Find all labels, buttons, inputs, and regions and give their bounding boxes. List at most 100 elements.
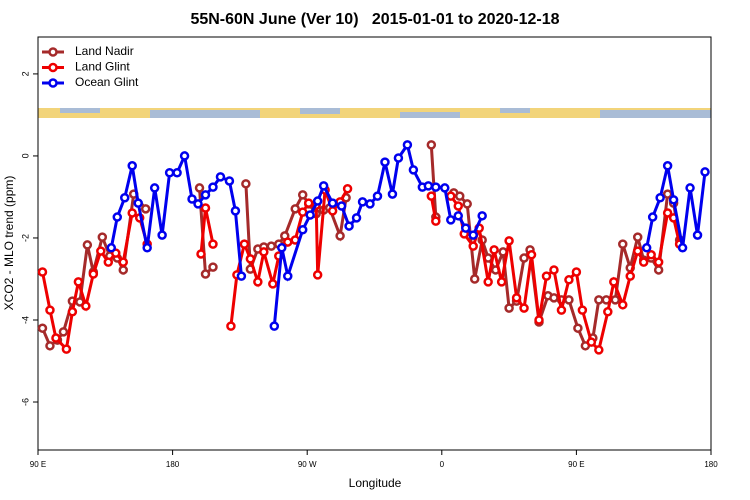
series [106,140,710,331]
data-point [277,243,287,253]
data-point [297,190,308,200]
map-water [60,108,100,113]
data-point [290,204,300,214]
data-point [157,230,167,240]
data-point [119,193,130,203]
y-axis-label: XCO2 - MLO trend (ppm) [2,176,16,311]
data-point [127,208,137,218]
map-strip [38,108,711,118]
chart-title: 55N-60N June (Ver 10) 2015-01-01 to 2020… [190,11,559,28]
data-point [641,243,652,253]
data-point [236,271,247,281]
data-point [253,277,263,287]
data-point [297,207,308,217]
data-point [224,176,235,186]
data-point [208,239,218,249]
x-axis-label: Longitude [349,476,402,490]
data-point [200,269,211,279]
data-point [226,321,236,331]
data-point [97,232,108,242]
data-point [193,199,203,209]
x-tick-label: 0 [440,460,445,469]
data-point [541,271,552,281]
data-point [303,198,314,208]
data-point [149,183,160,193]
data-point [453,201,464,211]
data-point [106,243,117,253]
data-point [468,241,478,251]
data-point [632,232,643,242]
data-point [647,212,658,222]
data-point [586,337,597,347]
legend-marker [48,62,58,73]
data-point [312,196,323,206]
data-point [342,183,353,194]
data-point [200,203,211,213]
data-point [164,168,175,178]
data-point [519,303,529,313]
data-point [215,172,226,182]
data-point [653,257,664,267]
series [37,183,685,355]
y-tick-label: 0 [20,153,30,158]
map-land [38,108,711,118]
data-point [305,210,315,220]
data-point [208,182,218,192]
data-point [335,231,345,241]
data-point [440,183,450,193]
data-point [700,167,710,177]
legend-marker [48,47,58,57]
data-point [662,208,673,218]
data-point [564,295,574,305]
data-point [187,194,197,204]
data-point [351,213,362,223]
data-point [96,246,106,256]
data-point [564,275,574,285]
data-point [365,199,375,209]
data-point [239,239,250,249]
data-point [112,212,123,222]
data-point [82,240,93,250]
data-point [496,277,507,287]
data-point [357,197,368,207]
data-point [632,246,643,256]
data-point [610,295,621,305]
data-point [269,321,280,331]
data-point [577,305,588,315]
data-point [241,179,251,189]
data-point [194,183,205,193]
data-point [489,245,499,255]
data-point [662,189,673,199]
legend-label: Land Glint [75,60,130,74]
data-point [603,307,613,317]
data-point [127,161,137,171]
legend-label: Ocean Glint [75,75,139,89]
data-point [625,271,635,281]
data-point [327,206,338,216]
data-point [118,257,128,267]
data-point [573,323,583,333]
y-tick-label: -6 [20,398,30,406]
data-point [45,341,55,351]
data-point [594,345,604,355]
data-point [618,300,628,310]
data-point [312,270,323,280]
data-point [37,267,48,277]
data-point [426,191,437,201]
data-point [372,191,383,201]
data-point [118,265,128,275]
data-point [200,190,211,200]
data-point [380,157,390,167]
data-point [58,327,69,337]
map-water [300,108,340,114]
data-point [526,250,537,260]
data-point [297,225,308,235]
data-point [549,293,559,303]
data-point [668,195,679,205]
data-point [646,250,656,260]
data-point [208,262,218,272]
data-point [51,333,61,343]
data-point [67,307,78,317]
